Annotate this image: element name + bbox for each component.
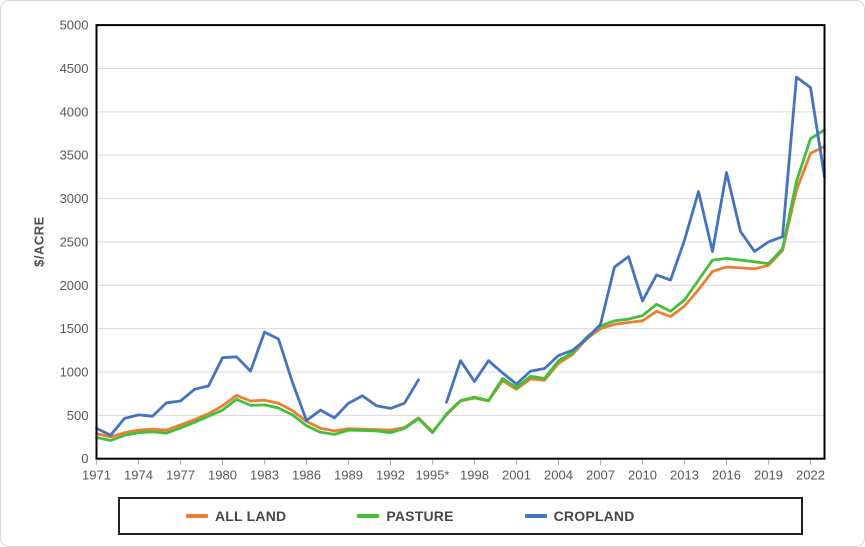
series-segment-cropland: [95, 330, 420, 437]
series-segment-cropland: [445, 75, 826, 404]
x-tick-label: 1995*: [416, 468, 450, 483]
x-tick-label: 2004: [544, 468, 573, 483]
legend-label-all-land: ALL LAND: [215, 508, 287, 524]
legend-label-pasture: PASTURE: [386, 508, 454, 524]
x-tick-label: 1974: [124, 468, 153, 483]
legend-item-pasture: PASTURE: [357, 508, 453, 524]
x-tick-label: 1977: [166, 468, 195, 483]
y-tick-label: 2000: [60, 278, 89, 293]
x-tick-label: 1989: [334, 468, 363, 483]
x-tick-label: 2010: [628, 468, 657, 483]
x-tick-label: 2013: [670, 468, 699, 483]
x-tick-label: 2016: [712, 468, 741, 483]
y-tick-label: 1000: [60, 364, 89, 379]
all-land-line-swatch: [186, 514, 208, 518]
x-tick-label: 1980: [208, 468, 237, 483]
y-tick-label: 3000: [60, 191, 89, 206]
y-tick-label: 5000: [60, 18, 89, 33]
x-tick-label: 1971: [82, 468, 111, 483]
legend-item-cropland: CROPLAND: [524, 508, 635, 524]
pasture-line-swatch: [357, 514, 380, 518]
legend-item-all-land: ALL LAND: [186, 508, 286, 524]
plot-border: [95, 24, 826, 460]
y-tick-label: 1500: [60, 321, 89, 336]
y-tick-label: 0: [81, 451, 88, 466]
legend-label-cropland: CROPLAND: [553, 508, 635, 524]
legend: ALL LAND PASTURE CROPLAND: [118, 497, 803, 535]
x-tick-label: 1998: [460, 468, 489, 483]
x-tick-label: 1992: [376, 468, 405, 483]
y-axis-tick-labels: 0 500 1000 1500 2000 2500 3000 3500 4000 4500 5000: [60, 18, 89, 467]
series-line-all-land: [95, 145, 826, 439]
x-tick-label: 1986: [292, 468, 321, 483]
x-tick-label: 2001: [502, 468, 531, 483]
cropland-line-swatch: [524, 514, 547, 518]
x-tick-label: 2022: [796, 468, 825, 483]
series-segment-all-land: [95, 145, 826, 439]
x-axis-tick-labels: 1971 1974 1977 1980 1983 1986 1989 1992 1995* 199…: [82, 468, 825, 483]
x-tick-label: 1983: [250, 468, 279, 483]
y-tick-label: 3500: [60, 148, 89, 163]
x-tick-label: 2007: [586, 468, 615, 483]
x-axis-ticks: [96, 460, 811, 465]
y-tick-label: 4500: [60, 61, 89, 76]
series-line-pasture: [95, 128, 826, 442]
x-tick-label: 2019: [754, 468, 783, 483]
y-tick-label: 4000: [60, 104, 89, 119]
series-segment-pasture: [95, 128, 826, 442]
y-axis-title: $/ACRE: [31, 216, 47, 267]
series-line-cropland: [95, 75, 826, 437]
y-tick-label: 500: [67, 408, 89, 423]
y-tick-label: 2500: [60, 234, 89, 249]
